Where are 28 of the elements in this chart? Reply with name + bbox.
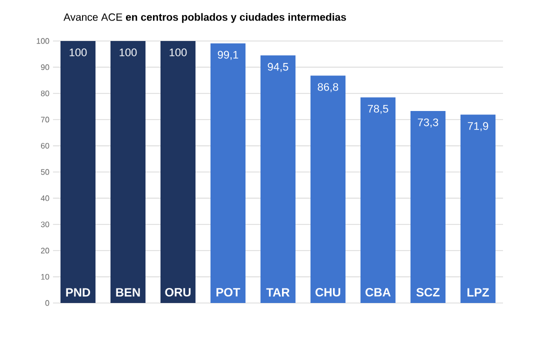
- data-label: 71,9: [468, 122, 488, 132]
- data-label: 86,8: [318, 83, 338, 92]
- bar: [410, 110, 446, 303]
- chart-title: Avance ACE en centros poblados y ciudades intermedias: [64, 13, 346, 23]
- x-tick-label: POT: [216, 288, 240, 296]
- bar: [260, 55, 296, 303]
- bar: [60, 40, 96, 303]
- x-tick-label: TAR: [266, 288, 290, 296]
- x-tick-label: ORU: [165, 288, 191, 296]
- bar: [160, 40, 196, 303]
- data-label: 100: [120, 48, 137, 56]
- x-tick-label: SCZ: [416, 288, 440, 296]
- data-label: 94,5: [268, 62, 288, 72]
- data-label: 73,3: [418, 118, 438, 128]
- bar: [460, 114, 496, 303]
- data-label: 100: [170, 48, 187, 56]
- bar: [110, 40, 146, 303]
- data-label: 99,1: [218, 50, 238, 60]
- x-tick-label: BEN: [116, 288, 140, 296]
- x-tick-label: CHU: [316, 288, 340, 296]
- x-tick-label: PND: [66, 288, 90, 296]
- bar: [310, 76, 346, 303]
- data-label: 100: [70, 48, 87, 56]
- x-tick-label: LPZ: [468, 288, 489, 296]
- x-tick-label: CBA: [366, 288, 391, 296]
- bar: [360, 97, 396, 303]
- bar: [210, 43, 246, 303]
- data-label: 78,5: [368, 104, 388, 114]
